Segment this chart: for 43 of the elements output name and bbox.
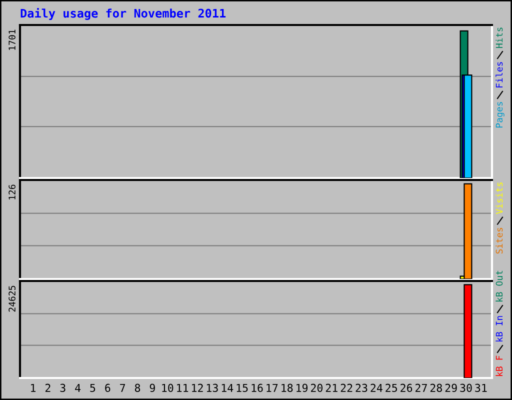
x-tick-label: 22 xyxy=(340,384,352,392)
x-tick-label: 21 xyxy=(326,384,338,392)
legend-label: kB F xyxy=(496,356,503,376)
x-tick-label: 29 xyxy=(445,384,457,392)
text: Visits xyxy=(496,182,503,214)
text: 24625 xyxy=(8,286,16,312)
x-tick-label: 12 xyxy=(192,384,203,392)
text: 126 xyxy=(8,184,16,200)
x-tick-label: 25 xyxy=(386,384,398,392)
x-tick-label: 28 xyxy=(430,384,442,392)
x-tick-label: 16 xyxy=(252,384,263,392)
x-tick-label: 15 xyxy=(236,384,248,392)
x-tick-label: 31 xyxy=(475,384,487,392)
x-tick-label: 2 xyxy=(45,384,50,392)
x-tick-label: 14 xyxy=(222,384,234,392)
legend-label: kB In xyxy=(496,316,503,342)
x-tick-label: 19 xyxy=(296,384,308,392)
x-tick-label: 10 xyxy=(162,384,174,392)
x-tick-label: 24 xyxy=(370,384,382,392)
text: 1701 xyxy=(8,30,16,50)
x-tick-label: 7 xyxy=(120,384,126,392)
chart-title: Daily usage for November 2011 xyxy=(20,8,226,20)
legend-label: Files xyxy=(496,62,503,88)
x-tick-label: 3 xyxy=(60,384,66,392)
x-tick-label: 8 xyxy=(134,384,140,392)
legend-label: Sites xyxy=(496,228,503,254)
x-tick-label: 11 xyxy=(177,384,188,392)
x-tick-label: 23 xyxy=(356,384,368,392)
x-tick-label: 5 xyxy=(90,384,96,392)
x-tick-label: 13 xyxy=(206,384,218,392)
x-tick-label: 4 xyxy=(75,384,81,392)
x-tick-label: 17 xyxy=(266,384,278,392)
legend-label: kB Out xyxy=(496,270,503,302)
x-tick-label: 27 xyxy=(416,384,427,392)
x-tick-label: 1 xyxy=(31,384,36,392)
x-tick-label: 18 xyxy=(282,384,293,392)
x-tick-label: 20 xyxy=(310,384,323,392)
text: Hits xyxy=(496,28,503,48)
x-tick-label: 30 xyxy=(460,384,472,392)
legend-label: Pages xyxy=(496,102,504,128)
x-tick-label: 6 xyxy=(105,384,110,392)
x-tick-label: 26 xyxy=(400,384,412,392)
x-tick-label: 9 xyxy=(150,384,155,392)
